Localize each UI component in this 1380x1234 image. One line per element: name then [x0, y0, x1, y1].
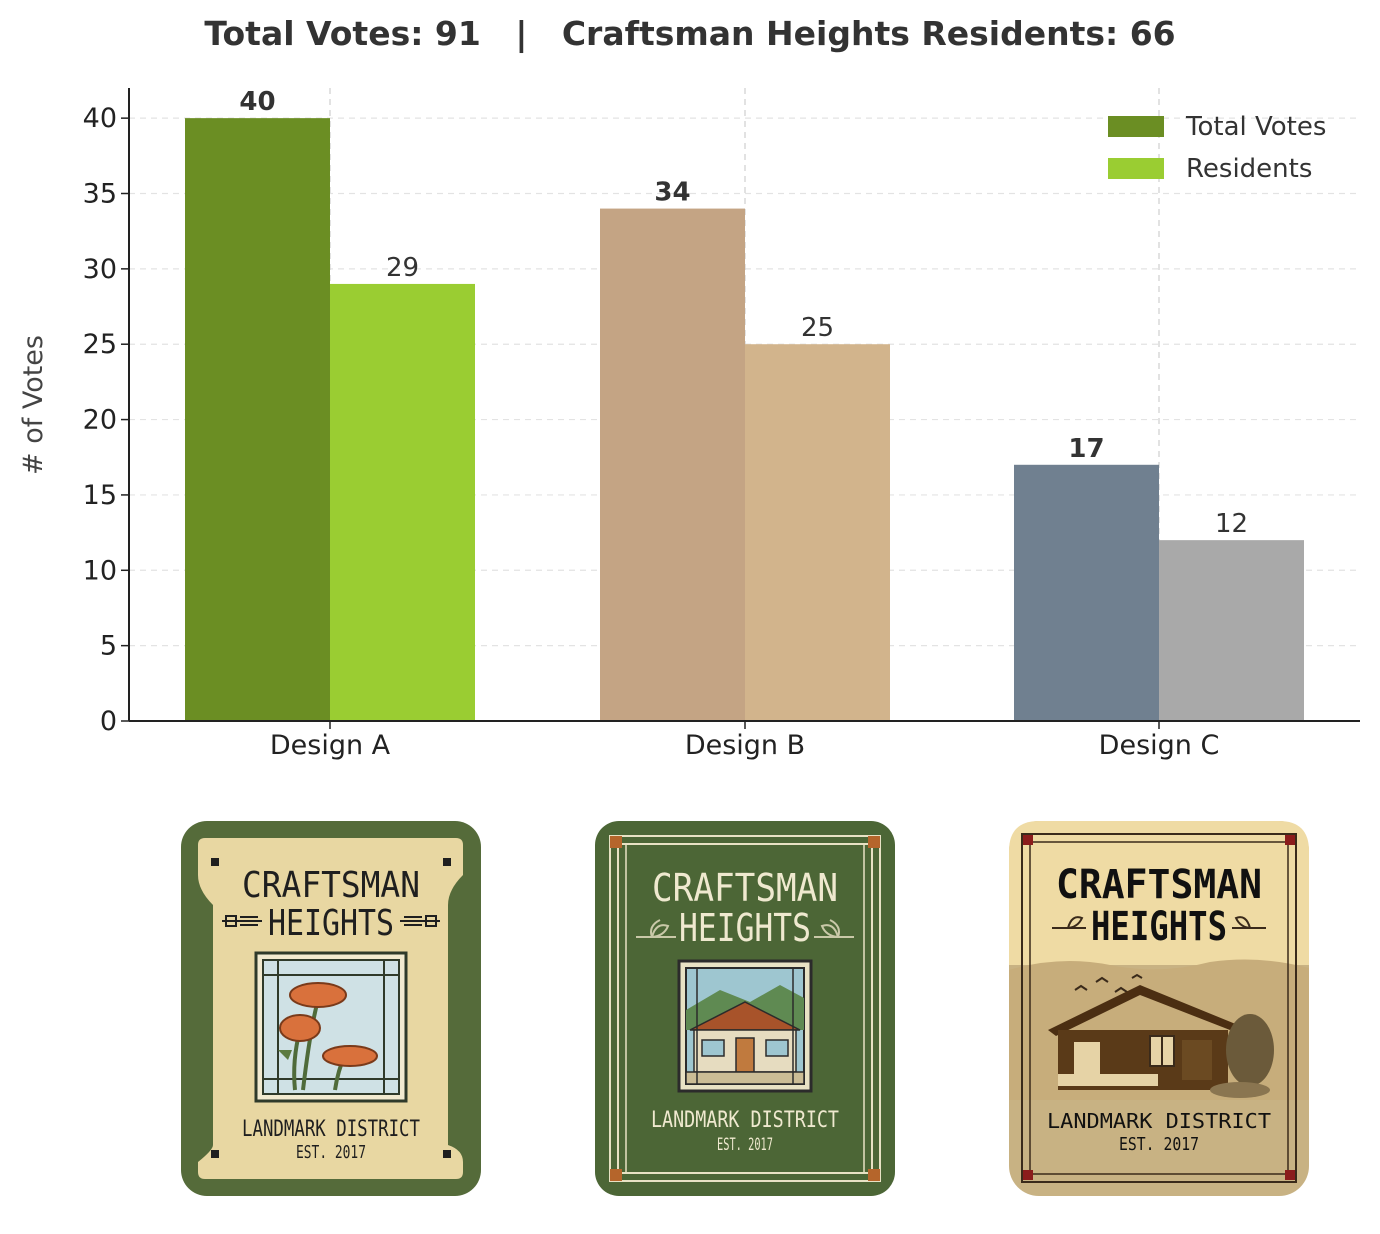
chart-title: Total Votes: 91 | Craftsman Heights Resi… — [0, 14, 1380, 58]
title-separator: | — [515, 14, 528, 53]
y-axis-label: # of Votes — [18, 335, 49, 475]
badge-a-ornament-right — [400, 915, 440, 927]
bars-layer — [185, 118, 1304, 722]
data-label-total-votes: 34 — [654, 178, 690, 208]
bar-total-votes — [185, 118, 330, 721]
data-label-residents: 29 — [386, 253, 419, 283]
badge-b-line3: LANDMARK DISTRICT — [651, 1108, 839, 1133]
bar-total-votes — [600, 208, 745, 722]
legend-label: Total Votes — [1185, 112, 1326, 142]
total-votes-label: Total Votes: 91 — [204, 14, 481, 53]
y-tick-label: 15 — [83, 480, 117, 511]
bar-residents — [1159, 540, 1304, 721]
badge-b-leaf-left — [636, 919, 676, 938]
y-tick-label: 25 — [83, 329, 117, 360]
badge-design-c: CRAFTSMAN HEIGHTS LANDMARK DISTRICT EST.… — [1009, 821, 1309, 1196]
x-tick-label: Design B — [685, 730, 805, 761]
badge-c-bungalow-photo — [1048, 973, 1274, 1098]
y-tick-label: 20 — [83, 405, 117, 436]
y-tick-label: 0 — [100, 706, 117, 737]
y-tick-label: 10 — [83, 555, 117, 586]
badge-a-line3: LANDMARK DISTRICT — [242, 1117, 420, 1142]
badge-a-line1: CRAFTSMAN — [242, 865, 420, 906]
bar-residents — [330, 283, 475, 721]
badge-c-leaf-right — [1232, 916, 1266, 929]
badge-b-line2: HEIGHTS — [679, 906, 811, 950]
x-tick-label: Design A — [270, 730, 391, 761]
x-tick-label: Design C — [1099, 730, 1220, 761]
badge-c-line3: LANDMARK DISTRICT — [1047, 1109, 1271, 1133]
data-label-total-votes: 40 — [239, 87, 275, 117]
y-tick-label: 30 — [83, 254, 117, 285]
badge-design-a: CRAFTSMAN HEIGHTS — [181, 821, 481, 1196]
data-label-residents: 12 — [1215, 509, 1248, 539]
badge-a-line4: EST. 2017 — [296, 1142, 366, 1163]
badge-c-line4: EST. 2017 — [1119, 1134, 1199, 1155]
badge-b-line1: CRAFTSMAN — [652, 866, 838, 910]
labels-layer: 0 5 10 15 20 25 30 35 40 40 29 Design A 34 25 Design B… — [83, 87, 1248, 761]
badge-a-line2: HEIGHTS — [268, 903, 394, 944]
legend-swatch — [1108, 116, 1164, 137]
badge-c-line2: HEIGHTS — [1091, 904, 1227, 950]
legend: Total Votes Residents — [1108, 112, 1326, 184]
bar-total-votes — [1014, 464, 1159, 721]
badge-c-line1: CRAFTSMAN — [1056, 862, 1262, 908]
legend-label: Residents — [1186, 154, 1312, 184]
badge-b-leaf-right — [814, 919, 854, 938]
data-label-residents: 25 — [801, 313, 834, 343]
y-tick-label: 40 — [83, 103, 117, 134]
axes-layer — [121, 88, 1360, 729]
badge-c-leaf-left — [1052, 916, 1086, 929]
residents-label: Craftsman Heights Residents: 66 — [561, 14, 1176, 53]
badge-a-ornament-left — [222, 915, 262, 927]
badge-a-poppy-window — [254, 951, 408, 1103]
data-label-total-votes: 17 — [1068, 434, 1104, 464]
bar-residents — [745, 344, 890, 721]
legend-swatch — [1108, 158, 1164, 179]
badge-b-bungalow-window — [677, 959, 813, 1093]
y-tick-label: 5 — [100, 631, 117, 662]
badge-b-line4: EST. 2017 — [717, 1135, 773, 1155]
y-tick-label: 35 — [83, 179, 117, 210]
badge-design-b: CRAFTSMAN HEIGHTS LANDMARK DISTRICT EST — [595, 821, 895, 1196]
